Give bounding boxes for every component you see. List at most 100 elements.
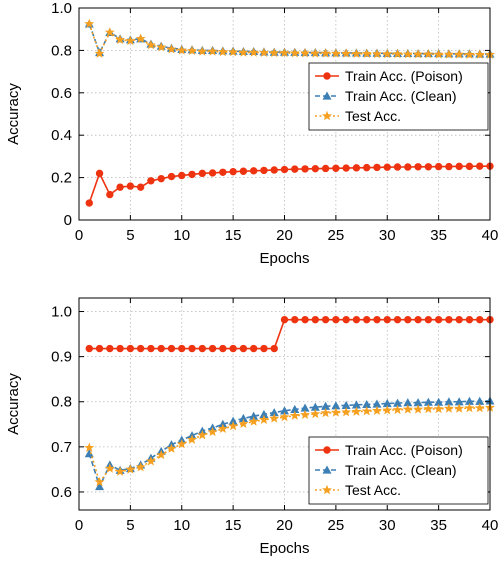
data-point	[198, 344, 206, 353]
data-point	[95, 482, 105, 491]
data-point	[239, 344, 248, 353]
x-axis-label: Epochs	[259, 250, 309, 267]
data-point	[136, 344, 145, 353]
data-point	[126, 182, 135, 190]
data-point	[279, 411, 290, 422]
data-point	[383, 315, 391, 324]
data-point	[219, 168, 227, 176]
data-point	[166, 44, 177, 54]
legend-marker	[322, 484, 332, 495]
data-point	[115, 466, 126, 476]
data-point	[280, 406, 289, 415]
data-point	[145, 456, 156, 466]
data-point	[341, 406, 352, 417]
legend-label: Test Acc.	[345, 108, 401, 124]
x-tick-label: 15	[225, 227, 242, 244]
data-point	[167, 344, 176, 353]
data-point	[207, 46, 218, 56]
y-tick-label: 0.2	[51, 170, 72, 187]
data-point	[393, 163, 402, 171]
y-axis-label: Accuracy	[5, 373, 22, 435]
y-tick-label: 1.0	[51, 0, 72, 17]
series-line	[88, 400, 491, 489]
series-line	[88, 23, 490, 55]
data-point	[289, 47, 300, 58]
series-train-acc-poison-	[85, 162, 494, 207]
data-point	[445, 315, 453, 324]
data-point	[125, 35, 136, 46]
data-point	[291, 315, 299, 324]
data-point	[392, 48, 403, 59]
data-point	[300, 409, 310, 420]
data-point	[475, 396, 485, 405]
data-point	[84, 442, 95, 452]
legend-box	[308, 62, 489, 131]
data-point	[465, 315, 474, 324]
data-point	[382, 48, 393, 59]
x-tick-label: 20	[276, 517, 293, 534]
data-point	[249, 411, 259, 420]
data-point	[125, 464, 136, 474]
data-point	[351, 406, 362, 416]
data-point	[289, 410, 300, 420]
data-point	[311, 315, 320, 324]
data-point	[207, 426, 218, 437]
data-point	[135, 33, 146, 43]
y-tick-label: 0.6	[51, 85, 72, 102]
data-point	[383, 163, 391, 171]
data-point	[178, 344, 186, 353]
data-point	[176, 45, 187, 55]
data-point	[188, 170, 196, 179]
data-point	[260, 344, 268, 353]
data-point	[464, 49, 475, 59]
data-point	[434, 162, 443, 171]
data-point	[404, 315, 412, 324]
data-point	[321, 315, 330, 324]
data-point	[259, 414, 269, 424]
data-point	[464, 402, 475, 413]
x-tick-label: 35	[430, 227, 447, 244]
data-point	[351, 400, 361, 409]
data-point	[228, 46, 239, 57]
data-point	[310, 48, 321, 58]
data-point	[135, 461, 146, 472]
data-point	[291, 165, 299, 173]
data-point	[104, 463, 115, 473]
data-point	[330, 407, 341, 417]
series-line	[88, 23, 490, 56]
legend-label: Train Acc. (Clean)	[345, 462, 457, 478]
data-point	[320, 48, 331, 58]
legend-entry: Test Acc.	[315, 108, 401, 124]
data-point	[476, 315, 484, 324]
data-point	[341, 48, 352, 58]
data-point	[187, 45, 197, 56]
data-point	[465, 162, 474, 171]
data-point	[156, 42, 167, 52]
data-point	[321, 401, 331, 410]
data-point	[280, 315, 289, 324]
data-point	[382, 405, 393, 415]
data-point	[248, 47, 259, 57]
data-point	[424, 163, 433, 171]
x-tick-label: 25	[328, 227, 345, 244]
data-point	[270, 344, 278, 353]
data-point	[228, 420, 239, 431]
data-point	[197, 46, 208, 56]
x-tick-label: 30	[379, 227, 396, 244]
data-point	[352, 315, 361, 324]
x-tick-label: 5	[126, 517, 134, 534]
data-point	[85, 344, 93, 353]
data-point	[248, 416, 259, 426]
data-point	[455, 162, 463, 171]
legend-marker	[322, 110, 332, 121]
data-point	[116, 344, 124, 353]
data-point	[136, 183, 145, 191]
legend-marker	[323, 446, 331, 454]
data-point	[94, 48, 105, 58]
data-point	[115, 34, 126, 45]
data-point	[228, 416, 238, 425]
series-line	[89, 318, 490, 350]
data-point	[392, 404, 403, 415]
data-point	[445, 162, 453, 171]
data-point	[300, 403, 310, 412]
